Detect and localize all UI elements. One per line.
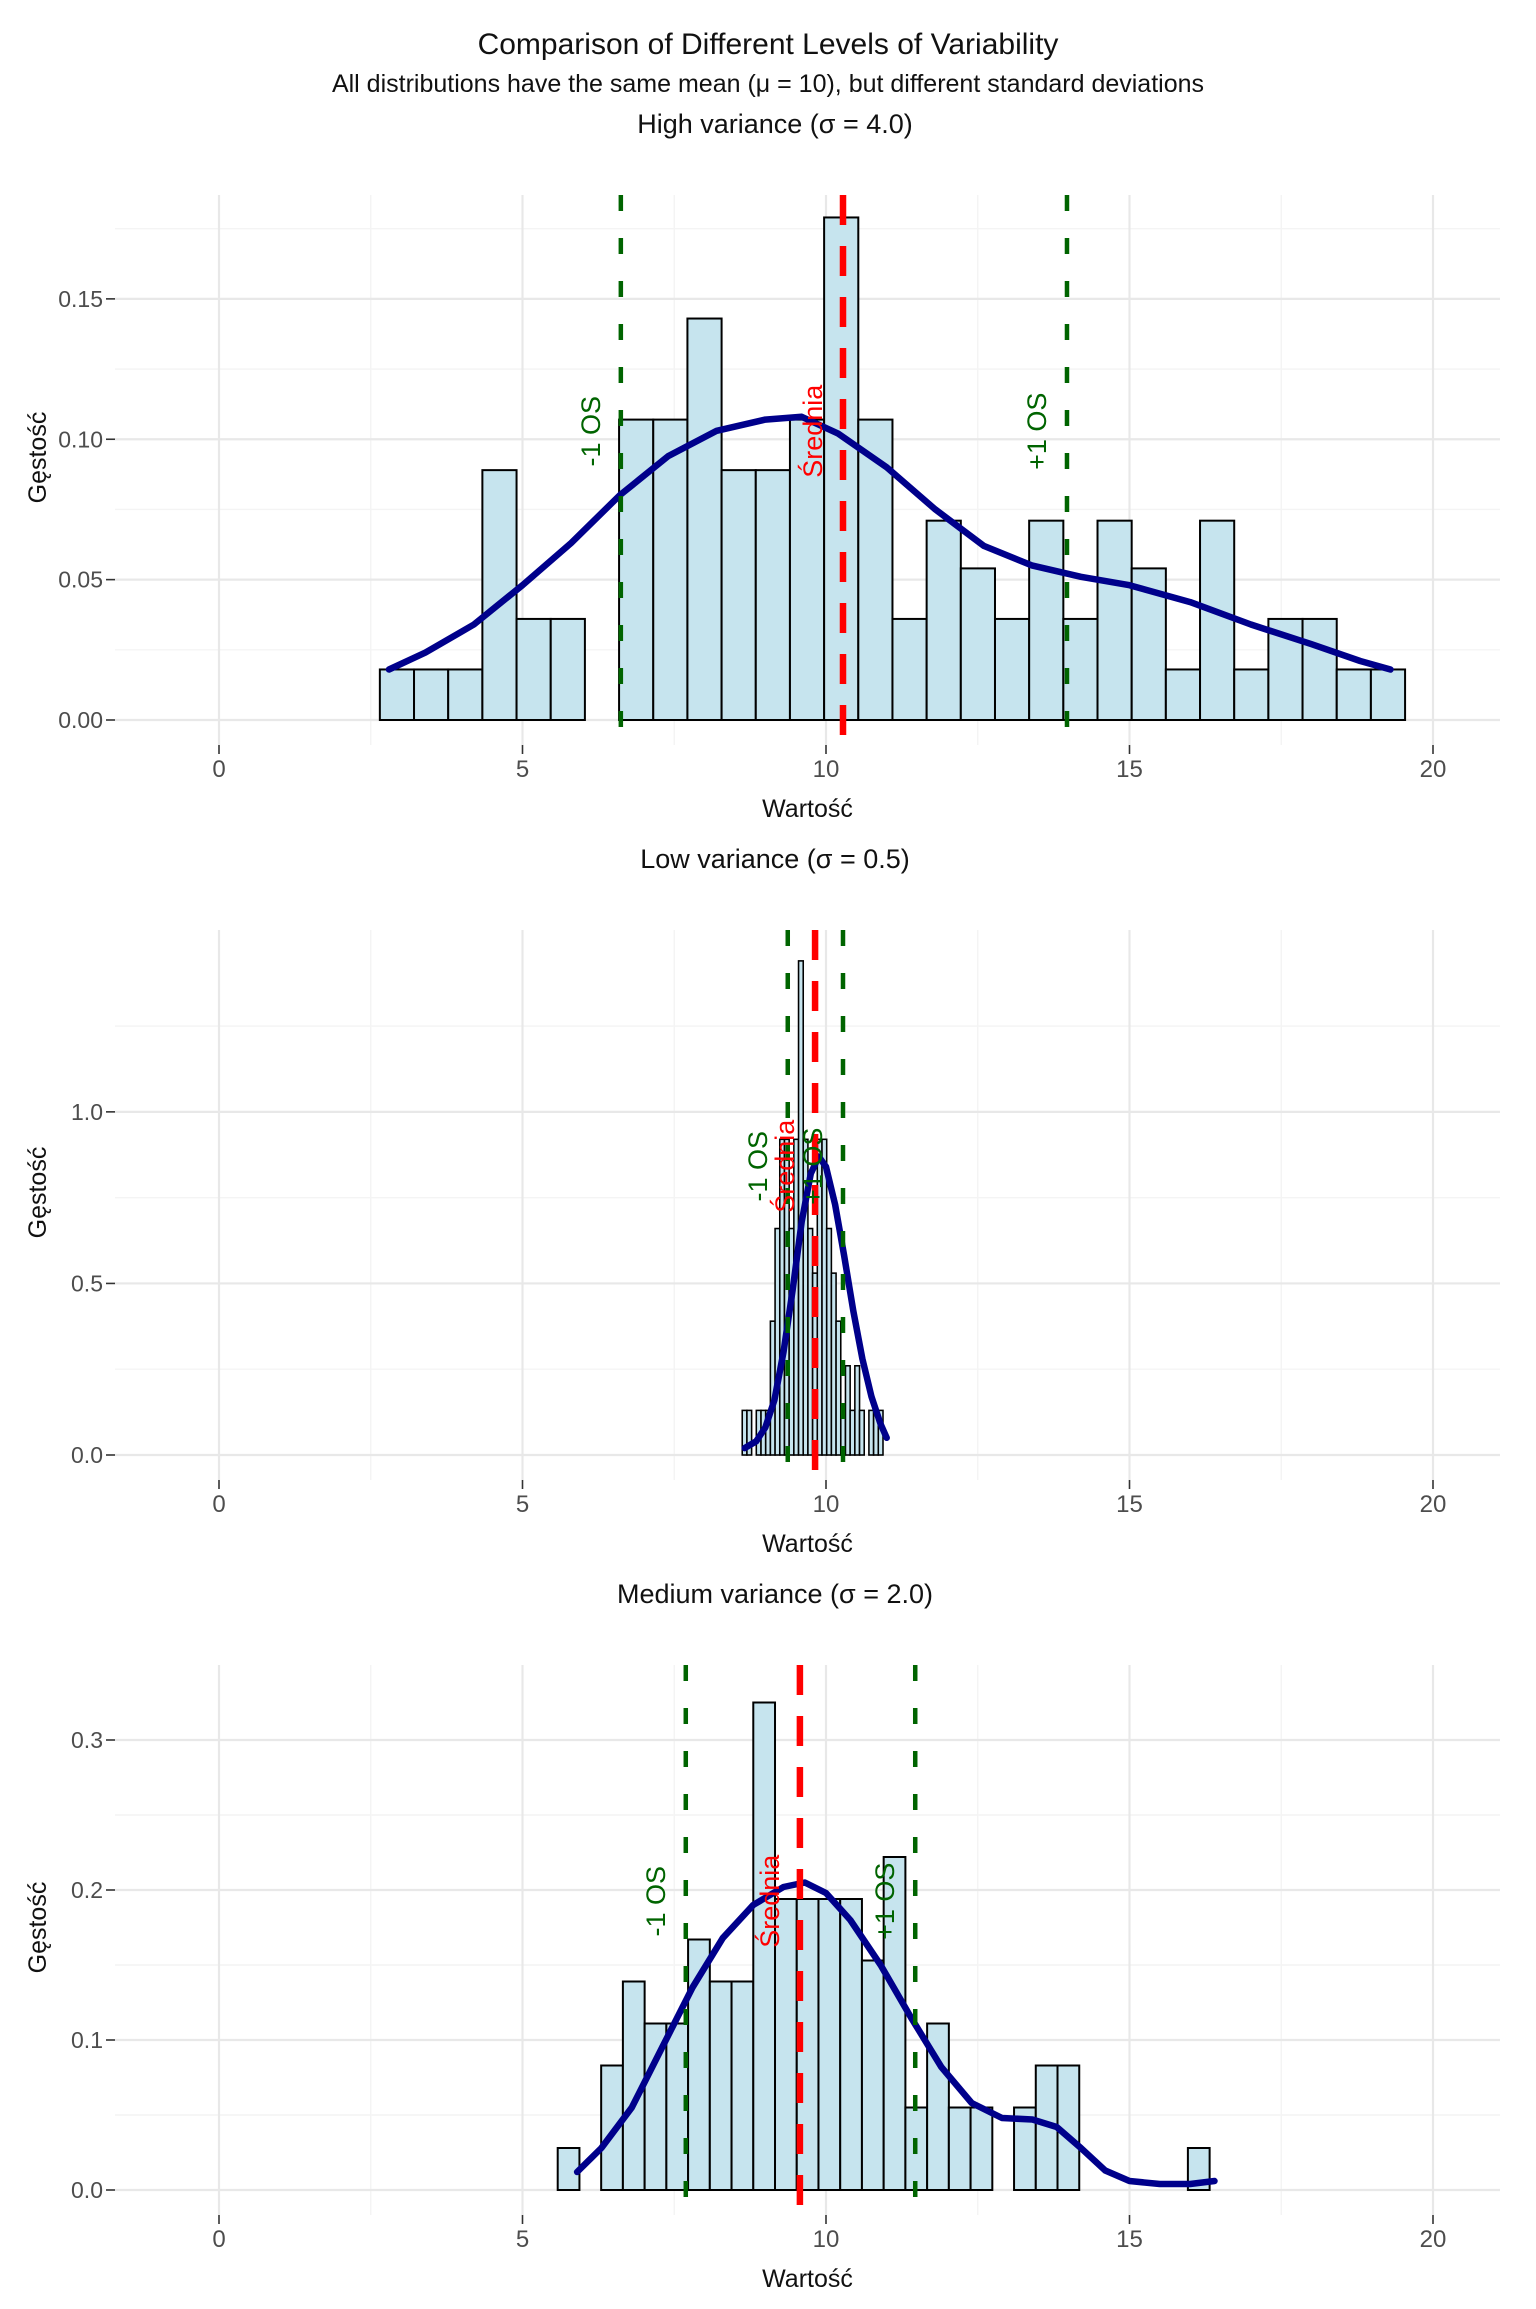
- chart-header: Comparison of Different Levels of Variab…: [0, 0, 1536, 99]
- sd-line-minus-label: -1 OS: [576, 396, 606, 467]
- x-tick-label: 0: [212, 756, 225, 783]
- x-tick-label: 15: [1116, 756, 1143, 783]
- histogram-bar: [413, 668, 450, 722]
- y-tick-label: 0.15: [58, 286, 103, 312]
- y-axis-title: Gęstość: [24, 1882, 52, 1974]
- histogram-bar: [969, 2106, 994, 2191]
- histogram-bar: [1028, 519, 1065, 722]
- y-tick-label: 0.05: [58, 567, 103, 593]
- x-tick-label: 10: [813, 1491, 840, 1518]
- sd-line-minus-label: -1 OS: [743, 1131, 773, 1202]
- x-axis-title: Wartość: [762, 1530, 853, 1558]
- density-curve: [573, 1879, 1218, 2188]
- histogram-bar: [858, 1409, 866, 1456]
- histogram-bar: [549, 617, 586, 721]
- panel-high-variance: High variance (σ = 4.0) -1 OS +1 OS Średnia…: [24, 109, 1500, 823]
- x-tick-label: 0: [212, 2226, 225, 2253]
- y-tick-label: 0.10: [58, 426, 103, 452]
- histogram-bar: [708, 1980, 733, 2191]
- histogram-bar: [860, 1959, 885, 2191]
- x-tick-label: 20: [1420, 2226, 1447, 2253]
- histogram-bar: [1301, 617, 1338, 721]
- density-curve: [385, 413, 1394, 673]
- y-tick-label: 0.1: [71, 2027, 103, 2053]
- histogram-bar: [447, 668, 484, 722]
- y-tick-label: 0.2: [71, 1877, 103, 1903]
- histogram-bar: [720, 469, 757, 721]
- histogram-bar: [891, 617, 928, 721]
- panel-title: Medium variance (σ = 2.0): [617, 1579, 933, 1609]
- x-tick-label: 15: [1116, 2226, 1143, 2253]
- y-tick-label: 0.0: [71, 1442, 103, 1468]
- histogram-bar: [1335, 668, 1372, 722]
- y-tick-label: 0.3: [71, 1727, 103, 1753]
- x-axis-title: Wartość: [762, 795, 853, 823]
- histogram-bars: [556, 1701, 1211, 2191]
- histogram-bar: [378, 668, 416, 722]
- histogram-bar: [1096, 519, 1133, 722]
- histogram-bar: [817, 1898, 842, 2191]
- x-tick-label: 5: [516, 1491, 529, 1518]
- gridlines: [115, 1665, 1500, 2215]
- sd-line-minus-label: -1 OS: [641, 1866, 671, 1937]
- mean-line-label: Średnia: [768, 1119, 800, 1213]
- histogram-bar: [1199, 519, 1236, 722]
- histogram-bar: [754, 469, 791, 721]
- density-curve: [741, 1153, 890, 1452]
- x-tick-label: 10: [813, 2226, 840, 2253]
- x-tick-label: 0: [212, 1491, 225, 1518]
- x-tick-label: 5: [516, 2226, 529, 2253]
- mean-line-label: Średnia: [796, 384, 828, 478]
- y-tick-label: 0.00: [58, 707, 103, 733]
- histogram-bar: [1164, 668, 1202, 722]
- panel-medium-variance: Medium variance (σ = 2.0) -1 OS +1 OS Średn…: [24, 1579, 1500, 2293]
- y-tick-label: 0.5: [71, 1270, 103, 1296]
- histogram-bars: [741, 960, 884, 1456]
- subtitle: All distributions have the same mean (μ …: [331, 70, 1205, 98]
- y-axis-title: Gęstość: [24, 412, 52, 504]
- y-tick-label: 0.0: [71, 2177, 103, 2203]
- sd-line-plus-label: +1 OS: [798, 1128, 828, 1205]
- sd-line-plus-label: +1 OS: [870, 1863, 900, 1940]
- mean-line-label: Średnia: [753, 1854, 785, 1948]
- x-tick-label: 20: [1420, 756, 1447, 783]
- x-tick-label: 5: [516, 756, 529, 783]
- histogram-bar: [993, 617, 1031, 721]
- histogram-bar: [1233, 668, 1270, 722]
- histogram-bar: [947, 2106, 972, 2191]
- histogram-bar: [959, 567, 996, 722]
- histogram-bar: [515, 617, 552, 721]
- sd-line-plus-label: +1 OS: [1022, 393, 1052, 470]
- x-tick-label: 20: [1420, 1491, 1447, 1518]
- histogram-bar: [839, 1898, 863, 2191]
- histogram-bar: [925, 519, 962, 722]
- y-axis-title: Gęstość: [24, 1147, 52, 1239]
- panel-title: Low variance (σ = 0.5): [640, 844, 910, 874]
- histogram-bar: [652, 418, 689, 721]
- histogram-bars: [378, 216, 1407, 722]
- main-title: Comparison of Different Levels of Variab…: [477, 28, 1059, 61]
- y-tick-label: 1.0: [71, 1099, 103, 1125]
- x-axis-title: Wartość: [762, 2265, 853, 2293]
- x-tick-label: 15: [1116, 1491, 1143, 1518]
- histogram-bar: [1369, 668, 1407, 722]
- histogram-bar: [835, 1320, 842, 1456]
- panel-title: High variance (σ = 4.0): [637, 109, 913, 139]
- histogram-bar: [686, 317, 723, 721]
- histogram-bar: [618, 418, 655, 721]
- histogram-bar: [730, 1980, 755, 2191]
- histogram-bar: [882, 1856, 907, 2191]
- x-tick-label: 10: [813, 756, 840, 783]
- histogram-bar: [746, 1409, 753, 1456]
